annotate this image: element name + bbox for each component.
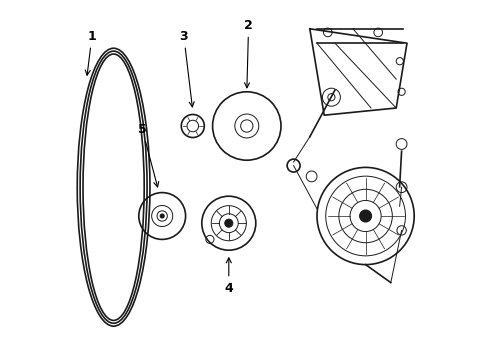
Text: 4: 4 (224, 258, 233, 294)
Circle shape (360, 210, 371, 222)
Circle shape (225, 219, 233, 227)
Circle shape (160, 214, 164, 218)
Text: 3: 3 (179, 30, 194, 107)
Text: 1: 1 (85, 30, 97, 75)
Text: 5: 5 (138, 123, 159, 187)
Text: 2: 2 (244, 19, 253, 88)
